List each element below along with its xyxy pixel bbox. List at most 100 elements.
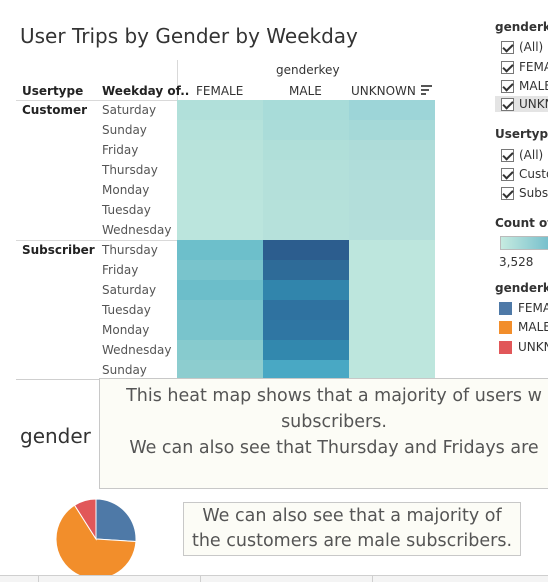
annotation-line: We can also see that a majority of <box>202 506 502 526</box>
color-legend-title: genderke <box>495 281 548 295</box>
count-legend-title: Count of d <box>495 216 548 230</box>
weekday-label: Friday <box>102 143 139 157</box>
usertype-filter-subscriber[interactable]: Subs <box>501 185 548 201</box>
heatmap-cell-female[interactable] <box>177 300 263 320</box>
heatmap-cell-unknown[interactable] <box>349 260 435 280</box>
gender-filter-female[interactable]: FEMA <box>501 59 548 75</box>
genderkey-column-header: genderkey <box>276 63 340 77</box>
heatmap-cell-unknown[interactable] <box>349 200 435 220</box>
heatmap-cell-male[interactable] <box>263 360 349 380</box>
checkbox-icon[interactable] <box>501 60 514 74</box>
heatmap-annotation: This heat map shows that a majority of u… <box>99 378 548 489</box>
heatmap-cell-male[interactable] <box>263 240 349 260</box>
heatmap-cell-female[interactable] <box>177 240 263 260</box>
legend-item-female[interactable]: FEMA <box>499 301 548 315</box>
heatmap-cell-unknown[interactable] <box>349 120 435 140</box>
female-column-header[interactable]: FEMALE <box>196 84 244 98</box>
gender-filter-unknown[interactable]: UNKN <box>495 96 548 112</box>
gender-filter-all[interactable]: (All) <box>501 39 543 55</box>
heatmap-cell-female[interactable] <box>177 260 263 280</box>
heatmap-cell-unknown[interactable] <box>349 160 435 180</box>
heatmap-cell-male[interactable] <box>263 220 349 240</box>
weekday-label: Monday <box>102 183 150 197</box>
heatmap-cell-male[interactable] <box>263 160 349 180</box>
color-gradient-legend <box>500 236 548 250</box>
heatmap-cell-female[interactable] <box>177 280 263 300</box>
annotation-line: We can also see that Thursday and Friday… <box>129 438 539 458</box>
checkbox-icon[interactable] <box>501 186 514 200</box>
heatmap-cell-male[interactable] <box>263 300 349 320</box>
heatmap-cell-male[interactable] <box>263 180 349 200</box>
male-swatch <box>499 320 512 334</box>
weekday-label: Sunday <box>102 123 147 137</box>
sheet-tab-bar[interactable] <box>0 575 548 582</box>
heatmap-cell-unknown[interactable] <box>349 180 435 200</box>
weekday-label: Tuesday <box>102 303 151 317</box>
heatmap-cell-unknown[interactable] <box>349 100 435 120</box>
sort-icon[interactable] <box>421 85 432 95</box>
heatmap-cell-male[interactable] <box>263 120 349 140</box>
weekday-header[interactable]: Weekday of.. <box>102 84 190 98</box>
weekday-label: Wednesday <box>102 223 172 237</box>
unknown-column-header[interactable]: UNKNOWN <box>351 84 416 98</box>
annotation-line: This heat map shows that a majority of u… <box>126 386 542 406</box>
weekday-label: Wednesday <box>102 343 172 357</box>
heatmap-cell-male[interactable] <box>263 100 349 120</box>
checkbox-icon[interactable] <box>501 79 514 93</box>
filter-panel: genderke (All) FEMA MALE UNKN Usertype (… <box>495 0 548 582</box>
heatmap-cell-unknown[interactable] <box>349 300 435 320</box>
annotation-line: the customers are male subscribers. <box>191 531 513 551</box>
checkbox-icon[interactable] <box>501 97 514 111</box>
legend-item-male[interactable]: MALE <box>499 320 548 334</box>
heatmap-cell-male[interactable] <box>263 320 349 340</box>
heatmap-cell-female[interactable] <box>177 160 263 180</box>
unknown-swatch <box>499 340 512 354</box>
female-swatch <box>499 301 512 315</box>
heatmap-cell-unknown[interactable] <box>349 280 435 300</box>
heatmap-cell-female[interactable] <box>177 320 263 340</box>
pie-slice-unknown[interactable] <box>73 498 97 541</box>
heatmap-cell-female[interactable] <box>177 100 263 120</box>
pie-annotation: We can also see that a majority of the c… <box>183 502 521 556</box>
checkbox-icon[interactable] <box>501 167 514 181</box>
group-label-customer: Customer <box>22 103 88 117</box>
heatmap-cell-unknown[interactable] <box>349 320 435 340</box>
usertype-filter-customer[interactable]: Custo <box>501 166 548 182</box>
heatmap-cell-unknown[interactable] <box>349 240 435 260</box>
heatmap-cell-male[interactable] <box>263 260 349 280</box>
checkbox-icon[interactable] <box>501 148 514 162</box>
heatmap-cell-female[interactable] <box>177 220 263 240</box>
heatmap-cell-unknown[interactable] <box>349 220 435 240</box>
pie-slice-female[interactable] <box>95 498 137 543</box>
weekday-label: Saturday <box>102 283 157 297</box>
legend-item-unknown[interactable]: UNKN <box>499 340 548 354</box>
heatmap-cell-male[interactable] <box>263 140 349 160</box>
gender-filter-title: genderke <box>495 20 548 34</box>
pie-slice-male[interactable] <box>55 504 137 580</box>
weekday-label: Sunday <box>102 363 147 377</box>
usertype-filter-title: Usertype <box>495 127 548 141</box>
weekday-label: Monday <box>102 323 150 337</box>
gender-filter-male[interactable]: MALE <box>501 78 548 94</box>
heatmap-cell-female[interactable] <box>177 200 263 220</box>
heatmap-cell-unknown[interactable] <box>349 140 435 160</box>
count-legend-min: 3,528 <box>499 255 534 269</box>
heatmap-cell-female[interactable] <box>177 120 263 140</box>
heatmap-cell-female[interactable] <box>177 140 263 160</box>
heatmap-cell-unknown[interactable] <box>349 360 435 380</box>
heatmap-cell-female[interactable] <box>177 180 263 200</box>
usertype-header[interactable]: Usertype <box>22 84 84 98</box>
weekday-label: Tuesday <box>102 203 151 217</box>
group-label-subscriber: Subscriber <box>22 243 95 257</box>
heatmap-cell-unknown[interactable] <box>349 340 435 360</box>
heatmap-cell-male[interactable] <box>263 280 349 300</box>
male-column-header[interactable]: MALE <box>289 84 322 98</box>
heatmap-cell-male[interactable] <box>263 200 349 220</box>
checkbox-icon[interactable] <box>501 40 514 54</box>
usertype-filter-all[interactable]: (All) <box>501 147 543 163</box>
heatmap-cell-male[interactable] <box>263 340 349 360</box>
heatmap-cell-female[interactable] <box>177 340 263 360</box>
gender-sheet-title: gender <box>20 424 91 448</box>
gender-pie-chart <box>55 498 137 580</box>
heatmap-cell-female[interactable] <box>177 360 263 380</box>
